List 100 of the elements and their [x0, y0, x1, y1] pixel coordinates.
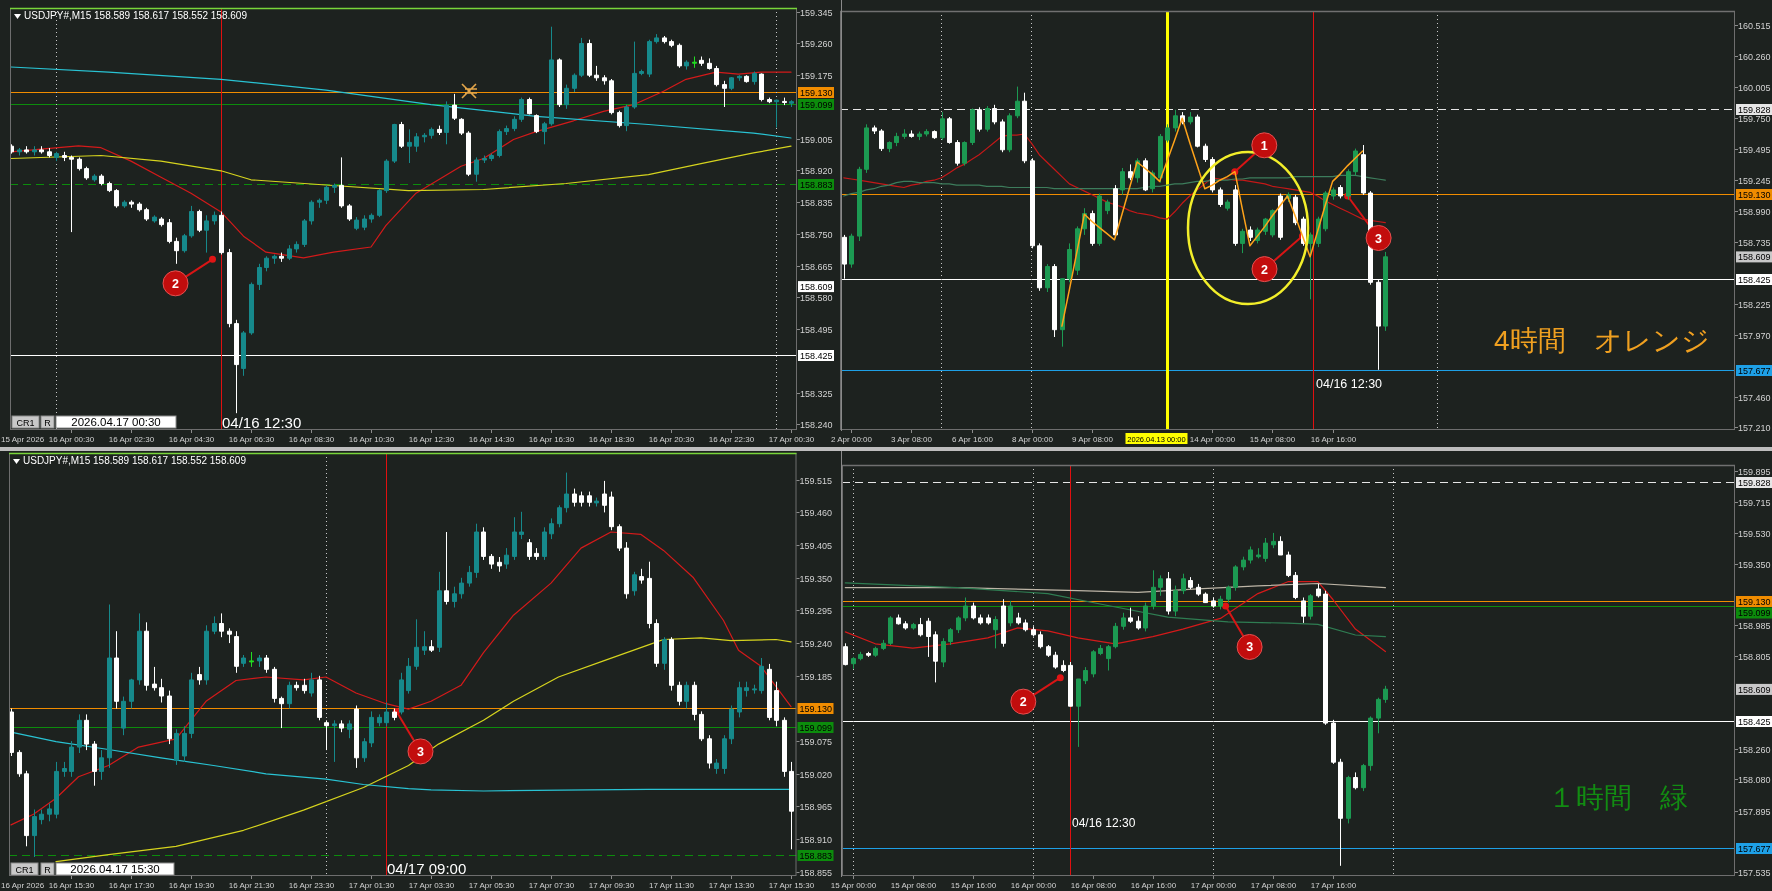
candlestick	[872, 125, 877, 135]
candlestick	[137, 201, 142, 212]
text: 15 Apr 2026	[1, 435, 45, 444]
candlestick	[1068, 661, 1073, 707]
candlestick	[377, 713, 382, 727]
candlestick	[264, 255, 269, 272]
candlestick	[774, 99, 779, 128]
y-tick-label: 158.225	[1738, 299, 1771, 310]
y-tick-label: 158.835	[800, 197, 833, 208]
candlestick	[594, 65, 599, 82]
candlestick	[47, 147, 52, 158]
candlestick	[489, 553, 494, 570]
candlestick	[129, 199, 134, 209]
candlestick	[677, 43, 682, 69]
ref-line-label: 159.828	[1738, 477, 1771, 488]
annotation: 04/16 12:30	[1316, 377, 1383, 391]
candlestick	[1053, 651, 1058, 670]
candlestick	[452, 586, 457, 608]
candlestick	[497, 128, 502, 158]
x-tick-label: 16 Apr 16:00	[1130, 881, 1177, 890]
candlestick	[1046, 644, 1051, 658]
candlestick	[617, 110, 622, 128]
line-series	[843, 133, 1386, 224]
candlestick	[1203, 591, 1208, 604]
candlestick	[1007, 112, 1012, 153]
candlestick	[858, 651, 863, 661]
y-tick-label: 157.895	[1738, 806, 1771, 817]
candlestick	[684, 59, 689, 71]
x-tick-label: 16 Apr 16:00	[1310, 435, 1357, 444]
annotation: 04/17 09:00	[387, 860, 467, 877]
candlestick	[84, 713, 89, 751]
candlestick	[324, 719, 329, 751]
candlestick	[444, 100, 449, 145]
candlestick	[189, 672, 194, 739]
x-tick-label: 16 Apr 15:30	[48, 881, 95, 890]
candlestick	[159, 216, 164, 227]
candlestick	[369, 710, 374, 748]
candlestick	[362, 737, 367, 763]
candlestick	[579, 491, 584, 507]
candlestick	[933, 630, 938, 683]
x-tick-label: 3 Apr 08:00	[891, 435, 933, 444]
ref-line-label: 158.425	[1738, 716, 1771, 727]
candlestick	[1158, 574, 1163, 597]
candlestick	[302, 678, 307, 695]
x-tick-label: 16 Apr 17:30	[108, 881, 155, 890]
candlestick	[399, 121, 404, 149]
candlestick	[39, 145, 44, 155]
candlestick	[866, 651, 871, 658]
x-tick-label: 15 Apr 08:00	[890, 881, 937, 890]
candlestick	[407, 128, 412, 164]
line-series	[844, 582, 1386, 593]
candlestick	[843, 642, 848, 666]
annotation: 2	[1261, 262, 1269, 277]
candlestick	[437, 571, 442, 653]
candlestick	[429, 127, 434, 140]
candlestick	[752, 71, 757, 86]
x-tick-label: 16 Apr 06:30	[228, 435, 275, 444]
candlestick	[384, 158, 389, 194]
x-tick-label: 16 Apr 20:30	[648, 435, 695, 444]
annotation: 2	[1019, 695, 1027, 710]
candlestick	[1240, 228, 1245, 254]
candlestick	[1023, 619, 1028, 632]
text: 158.609	[800, 281, 833, 292]
candlestick	[279, 696, 284, 729]
candlestick	[452, 93, 457, 121]
candlestick	[1000, 118, 1005, 153]
y-tick-label: 158.325	[800, 388, 833, 399]
candlestick	[1091, 649, 1096, 678]
candlestick	[647, 561, 652, 629]
candlestick	[782, 716, 787, 778]
candlestick	[970, 108, 975, 146]
ref-line-label: 159.099	[800, 99, 833, 110]
y-tick-label: 160.005	[1738, 82, 1771, 93]
candlestick	[1286, 551, 1291, 578]
annotation: 4時間 オレンジ	[1494, 325, 1710, 356]
candlestick	[1136, 615, 1141, 631]
candlestick	[422, 630, 427, 656]
candlestick	[459, 577, 464, 600]
candlestick	[114, 630, 119, 709]
candlestick	[917, 131, 922, 141]
candlestick	[527, 97, 532, 115]
y-tick-label: 158.665	[800, 261, 833, 272]
x-tick-label: 16 Apr 18:30	[588, 435, 635, 444]
candlestick	[978, 614, 983, 626]
y-tick-label: 159.175	[800, 70, 833, 81]
x-tick-label: 15 Apr 00:00	[830, 881, 877, 890]
text: 158.609	[1738, 684, 1771, 695]
candlestick	[722, 734, 727, 775]
candlestick	[241, 654, 246, 668]
candlestick	[77, 713, 82, 754]
ref-line-label: 157.677	[1738, 365, 1771, 376]
x-tick-label: 17 Apr 11:30	[649, 881, 695, 890]
candlestick	[624, 541, 629, 600]
candlestick	[392, 123, 397, 164]
candlestick	[986, 614, 991, 626]
x-tick-label: 16 Apr 19:30	[168, 881, 215, 890]
y-tick-label: 159.260	[800, 38, 833, 49]
x-tick-label: 16 Apr 08:00	[1070, 881, 1117, 890]
candlestick	[617, 523, 622, 552]
line-series	[1061, 117, 1364, 327]
